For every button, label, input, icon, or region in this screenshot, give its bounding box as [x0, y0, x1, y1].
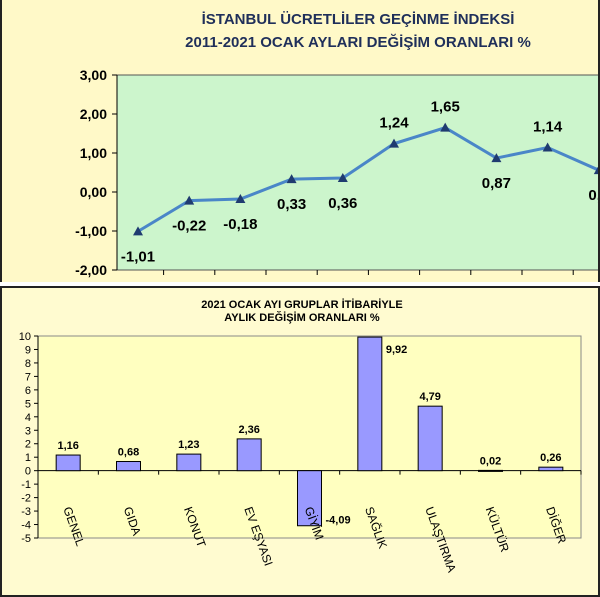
line-data-label: 1,24: [379, 115, 409, 132]
bar-y-tick-label: 8: [25, 358, 31, 370]
line-series: [137, 126, 598, 233]
line-data-marker: [491, 153, 502, 163]
line-data-marker: [337, 172, 348, 182]
line-data-label: 1,14: [533, 119, 563, 136]
bar-6: [417, 405, 443, 472]
line-data-marker: [440, 122, 451, 132]
bar-y-tick-label: -1: [21, 479, 31, 491]
bar-chart-title-line2: AYLIK DEĞİŞİM ORANLARI %: [224, 311, 380, 324]
bar-5: [357, 336, 383, 472]
bar-y-tick-label: -5: [21, 533, 31, 545]
line-data-label: -1,01: [121, 248, 155, 265]
line-y-tick-label: 3,00: [80, 67, 107, 83]
line-data-label: 1,65: [431, 99, 460, 116]
bar-0: [55, 454, 81, 472]
bar-data-label: 9,92: [386, 344, 407, 356]
line-data-label: 0,36: [328, 195, 357, 212]
bar-y-tick-label: 0: [25, 466, 31, 478]
bar-data-label: 2,36: [238, 424, 259, 436]
bar-data-label: 0,68: [118, 447, 139, 459]
line-data-label: 0,5: [588, 187, 598, 204]
bar-1: [116, 461, 141, 472]
bar-data-label: 4,79: [419, 391, 440, 403]
line-y-tick-label: 1,00: [80, 145, 107, 161]
line-y-tick-label: 0,00: [80, 184, 107, 200]
bar-y-tick-label: 5: [25, 398, 31, 410]
line-data-marker: [389, 138, 399, 148]
bar-y-tick-label: -4: [21, 520, 31, 532]
line-data-marker: [184, 195, 195, 205]
bar-4: [297, 470, 322, 527]
line-data-label: -0,18: [223, 216, 257, 233]
line-chart: İSTANBUL ÜCRETLİLER GEÇİNME İNDEKSİ 2011…: [75, 11, 598, 278]
bar-data-label: 1,16: [57, 440, 78, 452]
bar-y-tick-label: -2: [21, 493, 31, 505]
bar-y-tick-label: 10: [19, 331, 31, 343]
bar-3: [236, 438, 262, 472]
bar-chart: 2021 OCAK AYI GRUPLAR İTİBARİYLE AYLIK D…: [19, 298, 582, 574]
bar-data-label: 0,26: [540, 452, 561, 464]
bar-data-label: 0,02: [480, 455, 501, 467]
line-data-label: -0,22: [172, 218, 206, 235]
line-data-label: 0,87: [482, 175, 511, 192]
bar-chart-panel: 2021 OCAK AYI GRUPLAR İTİBARİYLE AYLIK D…: [0, 286, 600, 597]
bar-8: [538, 466, 564, 472]
line-data-label: 0,33: [277, 196, 306, 213]
line-y-tick-label: -2,00: [75, 262, 107, 278]
bar-2: [176, 453, 202, 472]
bar-y-tick-label: 6: [25, 385, 31, 397]
bar-y-tick-label: 7: [25, 371, 31, 383]
bar-chart-title-line1: 2021 OCAK AYI GRUPLAR İTİBARİYLE: [201, 298, 403, 311]
line-chart-panel: İSTANBUL ÜCRETLİLER GEÇİNME İNDEKSİ 2011…: [0, 0, 600, 282]
bar-7: [478, 469, 503, 472]
line-data-marker: [593, 166, 598, 175]
line-data-marker: [286, 174, 297, 184]
line-y-tick-label: 2,00: [80, 106, 107, 122]
bar-y-tick-label: 4: [25, 412, 31, 424]
line-data-marker: [133, 226, 143, 236]
line-plot-area: [116, 74, 598, 271]
bar-y-tick-label: 1: [25, 452, 31, 464]
bar-y-tick-label: 9: [25, 344, 31, 356]
bar-data-label: -4,09: [326, 515, 351, 527]
bar-data-label: 1,23: [178, 439, 199, 451]
bar-y-tick-label: -3: [21, 506, 31, 518]
line-chart-title-line2: 2011-2021 OCAK AYLARI DEĞİŞİM ORANLARI %: [185, 33, 531, 51]
bar-y-tick-label: 3: [25, 425, 31, 437]
line-data-marker: [542, 142, 553, 152]
line-chart-title-line1: İSTANBUL ÜCRETLİLER GEÇİNME İNDEKSİ: [202, 11, 515, 28]
line-y-tick-label: -1,00: [75, 223, 107, 239]
bar-y-tick-label: 2: [25, 439, 31, 451]
line-data-marker: [235, 194, 246, 204]
